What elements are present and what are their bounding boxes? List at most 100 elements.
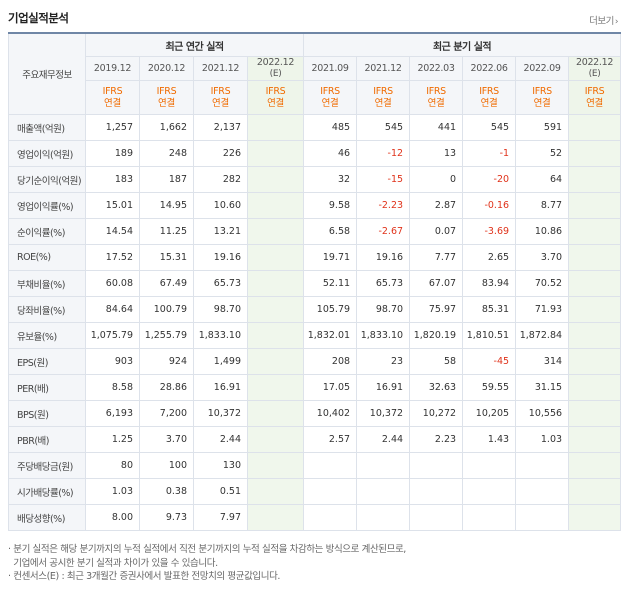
table-cell: 19.16	[356, 244, 411, 271]
table-cell	[515, 478, 570, 505]
row-label[interactable]: 유보율(%)	[8, 322, 86, 349]
row-label[interactable]: PER(배)	[8, 374, 86, 401]
table-cell: 32.63	[409, 374, 464, 401]
period-header: 2021.12	[193, 56, 248, 81]
ifrs-basis-header: IFRS 연결	[139, 80, 194, 115]
table-cell: 1,833.10	[356, 322, 411, 349]
table-cell: 208	[303, 348, 358, 375]
table-cell: 6,193	[85, 400, 140, 427]
table-cell: 7.97	[193, 504, 248, 531]
table-row: 유보율(%) 1,075.79 1,255.79 1,833.10 1,832.01 1,…	[8, 322, 622, 349]
table-cell: -3.69	[462, 218, 517, 245]
table-cell: 10,205	[462, 400, 517, 427]
table-cell: 1.03	[515, 426, 570, 453]
table-row: 당기순이익(억원) 183 187 282 32 -15 0 -20 64	[8, 166, 622, 193]
table-cell: 31.15	[515, 374, 570, 401]
table-cell: 7.77	[409, 244, 464, 271]
table-cell	[568, 452, 622, 479]
table-cell	[246, 192, 305, 219]
table-cell: 591	[515, 114, 570, 141]
table-row: ROE(%) 17.52 15.31 19.16 19.71 19.16 7.77 2.65 3…	[8, 244, 622, 271]
table-cell	[303, 452, 358, 479]
ifrs-basis-header: IFRS 연결	[568, 80, 622, 115]
table-cell: 8.00	[85, 504, 140, 531]
row-label[interactable]: PBR(배)	[8, 426, 86, 453]
table-cell: 183	[85, 166, 140, 193]
row-label[interactable]: 영업이익(억원)	[8, 140, 86, 167]
table-cell: 98.70	[356, 296, 411, 323]
table-cell: 46	[303, 140, 358, 167]
table-cell: 28.86	[139, 374, 194, 401]
table-cell: 226	[193, 140, 248, 167]
row-label[interactable]: EPS(원)	[8, 348, 86, 375]
table-cell	[246, 374, 305, 401]
table-cell: 71.93	[515, 296, 570, 323]
row-label[interactable]: 영업이익률(%)	[8, 192, 86, 219]
table-cell: 903	[85, 348, 140, 375]
period-header: 2022.12 (E)	[246, 56, 305, 81]
table-cell: 248	[139, 140, 194, 167]
table-cell	[515, 452, 570, 479]
table-cell: 1,833.10	[193, 322, 248, 349]
table-cell: 9.73	[139, 504, 194, 531]
row-label[interactable]: 당좌비율(%)	[8, 296, 86, 323]
table-row: 영업이익률(%) 15.01 14.95 10.60 9.58 -2.23 2.87 -0.1…	[8, 192, 622, 219]
table-row: 매출액(억원) 1,257 1,662 2,137 485 545 441 545 591	[8, 114, 622, 141]
table-row: 당좌비율(%) 84.64 100.79 98.70 105.79 98.70 75.97 8…	[8, 296, 622, 323]
table-cell	[409, 452, 464, 479]
table-cell: 1,075.79	[85, 322, 140, 349]
footnote-2: · 컨센서스(E) : 최근 3개월간 증권사에서 발표한 전망치의 평균값입니…	[8, 571, 281, 582]
row-label[interactable]: 순이익률(%)	[8, 218, 86, 245]
table-cell: 1,499	[193, 348, 248, 375]
table-cell: 15.01	[85, 192, 140, 219]
row-label[interactable]: 주당배당금(원)	[8, 452, 86, 479]
table-cell: 32	[303, 166, 358, 193]
table-row: BPS(원) 6,193 7,200 10,372 10,402 10,372 10,272…	[8, 400, 622, 427]
period-header: 2019.12	[85, 56, 140, 81]
table-cell: 100	[139, 452, 194, 479]
table-cell	[462, 452, 517, 479]
table-cell: 10,272	[409, 400, 464, 427]
row-label[interactable]: ROE(%)	[8, 244, 86, 271]
table-cell: 0.38	[139, 478, 194, 505]
row-label[interactable]: 시가배당률(%)	[8, 478, 86, 505]
table-cell: 17.05	[303, 374, 358, 401]
table-cell	[303, 478, 358, 505]
table-cell	[246, 140, 305, 167]
table-cell	[246, 296, 305, 323]
row-label[interactable]: 부채비율(%)	[8, 270, 86, 297]
table-cell: 1,820.19	[409, 322, 464, 349]
table-cell: 3.70	[515, 244, 570, 271]
row-label[interactable]: BPS(원)	[8, 400, 86, 427]
table-cell: 67.49	[139, 270, 194, 297]
ifrs-basis-header: IFRS 연결	[303, 80, 358, 115]
footnote-1-cont: 기업에서 공시한 분기 실적과 차이가 있을 수 있습니다.	[13, 557, 218, 569]
table-cell: 84.64	[85, 296, 140, 323]
row-label[interactable]: 배당성향(%)	[8, 504, 86, 531]
table-cell	[568, 426, 622, 453]
table-cell	[246, 270, 305, 297]
table-cell	[303, 504, 358, 531]
table-cell: 0	[409, 166, 464, 193]
table-cell: 7,200	[139, 400, 194, 427]
table-cell: 8.58	[85, 374, 140, 401]
row-label[interactable]: 당기순이익(억원)	[8, 166, 86, 193]
row-label[interactable]: 매출액(억원)	[8, 114, 86, 141]
table-cell: 8.77	[515, 192, 570, 219]
group-quarter: 최근 분기 실적	[303, 32, 622, 57]
table-cell: 60.08	[85, 270, 140, 297]
table-cell	[515, 504, 570, 531]
table-cell: 2.87	[409, 192, 464, 219]
table-cell	[246, 244, 305, 271]
table-cell: 2.44	[193, 426, 248, 453]
period-header: 2022.03	[409, 56, 464, 81]
table-cell: 67.07	[409, 270, 464, 297]
table-cell: 545	[462, 114, 517, 141]
table-cell: -20	[462, 166, 517, 193]
table-cell: 189	[85, 140, 140, 167]
table-cell: 2.57	[303, 426, 358, 453]
table-cell: -1	[462, 140, 517, 167]
more-link[interactable]: 더보기›	[589, 13, 618, 27]
table-cell	[356, 478, 411, 505]
table-cell: 282	[193, 166, 248, 193]
